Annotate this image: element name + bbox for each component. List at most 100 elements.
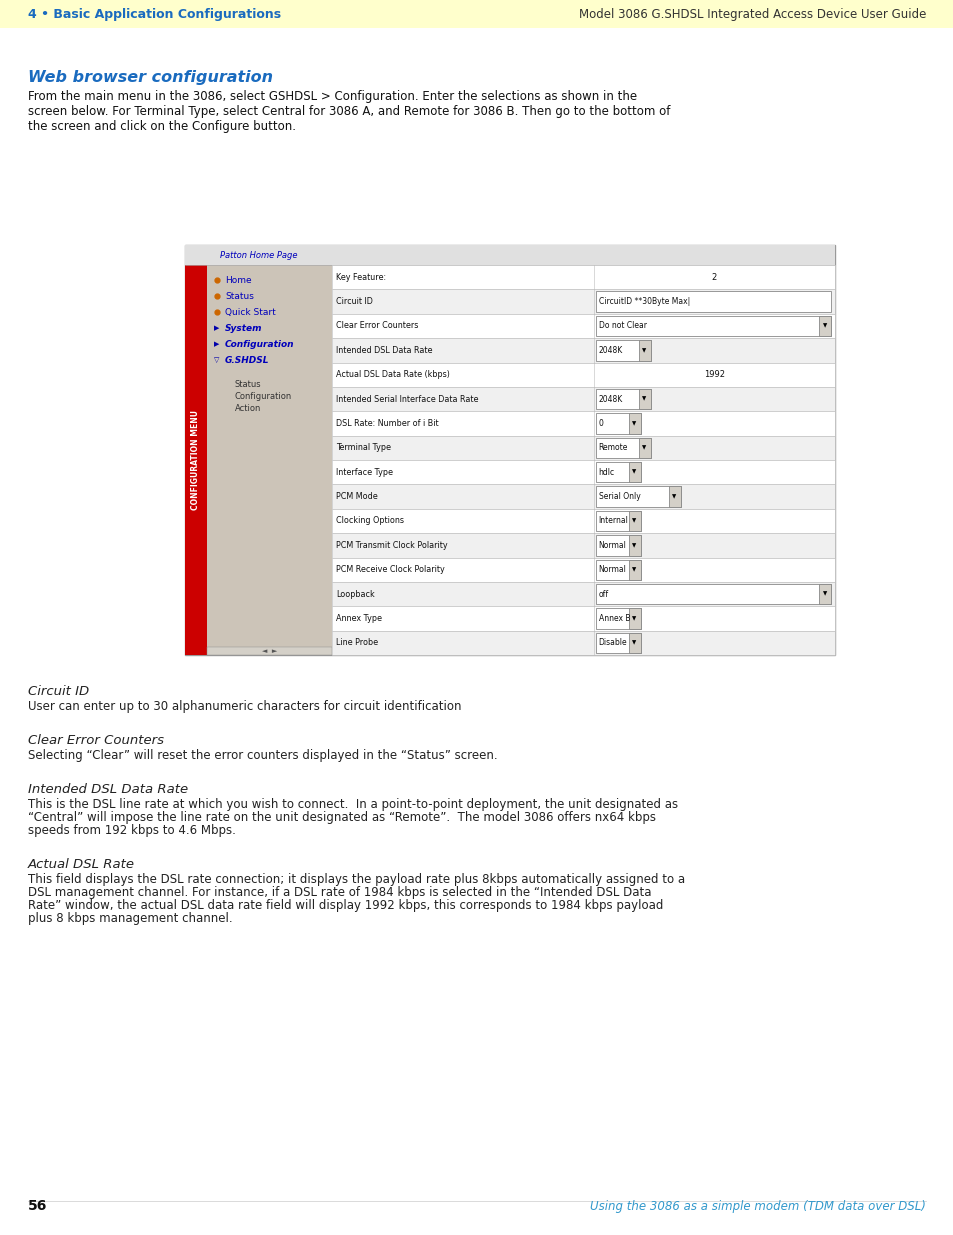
Text: Serial Only: Serial Only [598,492,639,501]
Text: ▼: ▼ [632,421,636,426]
Bar [628,535,639,556]
Text: 0: 0 [598,419,603,429]
Text: CircuitID **30Byte Max|: CircuitID **30Byte Max| [598,298,689,306]
Text: G.SHDSL: G.SHDSL [225,356,269,364]
Text: “Central” will impose the line rate on the unit designated as “Remote”.  The mod: “Central” will impose the line rate on t… [28,811,656,824]
Bar [332,509,834,534]
Bar [332,534,834,557]
Text: Annex B: Annex B [598,614,629,622]
Bar [668,487,679,506]
Text: off: off [598,589,608,599]
Bar [638,437,650,458]
Bar [818,584,830,604]
Text: CONFIGURATION MENU: CONFIGURATION MENU [192,410,200,510]
Text: Line Probe: Line Probe [335,638,377,647]
Bar [595,437,650,458]
Text: Action: Action [234,404,261,412]
Text: Disable: Disable [598,638,626,647]
Bar [332,631,834,655]
Bar [207,266,332,655]
Bar [595,462,639,483]
Bar [628,511,639,531]
Text: Interface Type: Interface Type [335,468,393,477]
Text: Using the 3086 as a simple modem (TDM data over DSL): Using the 3086 as a simple modem (TDM da… [590,1200,925,1213]
Text: 2: 2 [711,273,716,282]
Text: 1992: 1992 [703,370,724,379]
Bar [185,266,207,655]
Bar [595,389,650,409]
Text: PCM Transmit Clock Polarity: PCM Transmit Clock Polarity [335,541,447,550]
Bar [332,459,834,484]
Text: Key Feature:: Key Feature: [335,273,386,282]
Bar [628,609,639,629]
Text: ▽: ▽ [214,357,219,363]
Bar [332,484,834,509]
Text: Intended DSL Data Rate: Intended DSL Data Rate [28,783,188,797]
Text: screen below. For Terminal Type, select Central for 3086 A, and Remote for 3086 : screen below. For Terminal Type, select … [28,105,670,119]
Text: Status: Status [225,291,253,300]
Text: Intended DSL Data Rate: Intended DSL Data Rate [335,346,432,354]
Text: ▼: ▼ [641,446,646,451]
Bar [332,411,834,436]
Bar [332,557,834,582]
Text: Circuit ID: Circuit ID [335,298,373,306]
Text: DSL management channel. For instance, if a DSL rate of 1984 kbps is selected in : DSL management channel. For instance, if… [28,885,651,899]
Text: Selecting “Clear” will reset the error counters displayed in the “Status” screen: Selecting “Clear” will reset the error c… [28,748,497,762]
Bar [332,363,834,387]
Text: Loopback: Loopback [335,589,375,599]
Bar [595,535,639,556]
Text: This field displays the DSL rate connection; it displays the payload rate plus 8: This field displays the DSL rate connect… [28,873,684,885]
Bar [595,632,639,653]
Bar [595,559,639,580]
Bar [332,289,834,314]
Text: hdlc: hdlc [598,468,614,477]
Text: 2048K: 2048K [598,394,622,404]
Bar [595,414,639,433]
Text: 4 • Basic Application Configurations: 4 • Basic Application Configurations [28,7,281,21]
Text: speeds from 192 kbps to 4.6 Mbps.: speeds from 192 kbps to 4.6 Mbps. [28,824,235,837]
Text: the screen and click on the Configure button.: the screen and click on the Configure bu… [28,120,295,133]
Text: Rate” window, the actual DSL data rate field will display 1992 kbps, this corres: Rate” window, the actual DSL data rate f… [28,899,662,911]
Bar [638,389,650,409]
Text: 56: 56 [28,1199,48,1213]
Text: ▼: ▼ [641,348,646,353]
Text: Home: Home [225,275,252,284]
Text: Clear Error Counters: Clear Error Counters [335,321,418,331]
Text: ▶: ▶ [214,325,219,331]
Text: This is the DSL line rate at which you wish to connect.  In a point-to-point dep: This is the DSL line rate at which you w… [28,798,678,811]
Text: ▼: ▼ [632,469,636,474]
Bar [638,340,650,361]
Text: Circuit ID: Circuit ID [28,685,90,698]
Text: Actual DSL Data Rate (kbps): Actual DSL Data Rate (kbps) [335,370,450,379]
Text: plus 8 kbps management channel.: plus 8 kbps management channel. [28,911,233,925]
Text: 2048K: 2048K [598,346,622,354]
Text: Web browser configuration: Web browser configuration [28,70,273,85]
Bar [595,487,679,506]
Bar [207,647,332,655]
Bar [332,606,834,631]
Text: Patton Home Page: Patton Home Page [219,251,297,259]
Text: Configuration: Configuration [225,340,294,348]
Text: DSL Rate: Number of i Bit: DSL Rate: Number of i Bit [335,419,438,429]
Text: Remote: Remote [598,443,627,452]
Bar [595,584,830,604]
Bar [332,436,834,459]
Text: ▼: ▼ [632,543,636,548]
Text: Terminal Type: Terminal Type [335,443,391,452]
Bar [332,266,834,289]
Text: ▼: ▼ [632,640,636,646]
Bar [595,511,639,531]
Text: ▼: ▼ [632,616,636,621]
Bar [628,632,639,653]
Text: PCM Receive Clock Polarity: PCM Receive Clock Polarity [335,566,444,574]
Bar [628,559,639,580]
Text: Clear Error Counters: Clear Error Counters [28,734,164,747]
Text: ▼: ▼ [632,567,636,572]
Bar [628,462,639,483]
Text: Quick Start: Quick Start [225,308,275,316]
Text: ▼: ▼ [822,592,826,597]
Text: PCM Mode: PCM Mode [335,492,377,501]
Text: Intended Serial Interface Data Rate: Intended Serial Interface Data Rate [335,394,478,404]
Text: Annex Type: Annex Type [335,614,381,622]
Text: Model 3086 G.SHDSL Integrated Access Device User Guide: Model 3086 G.SHDSL Integrated Access Dev… [578,7,925,21]
